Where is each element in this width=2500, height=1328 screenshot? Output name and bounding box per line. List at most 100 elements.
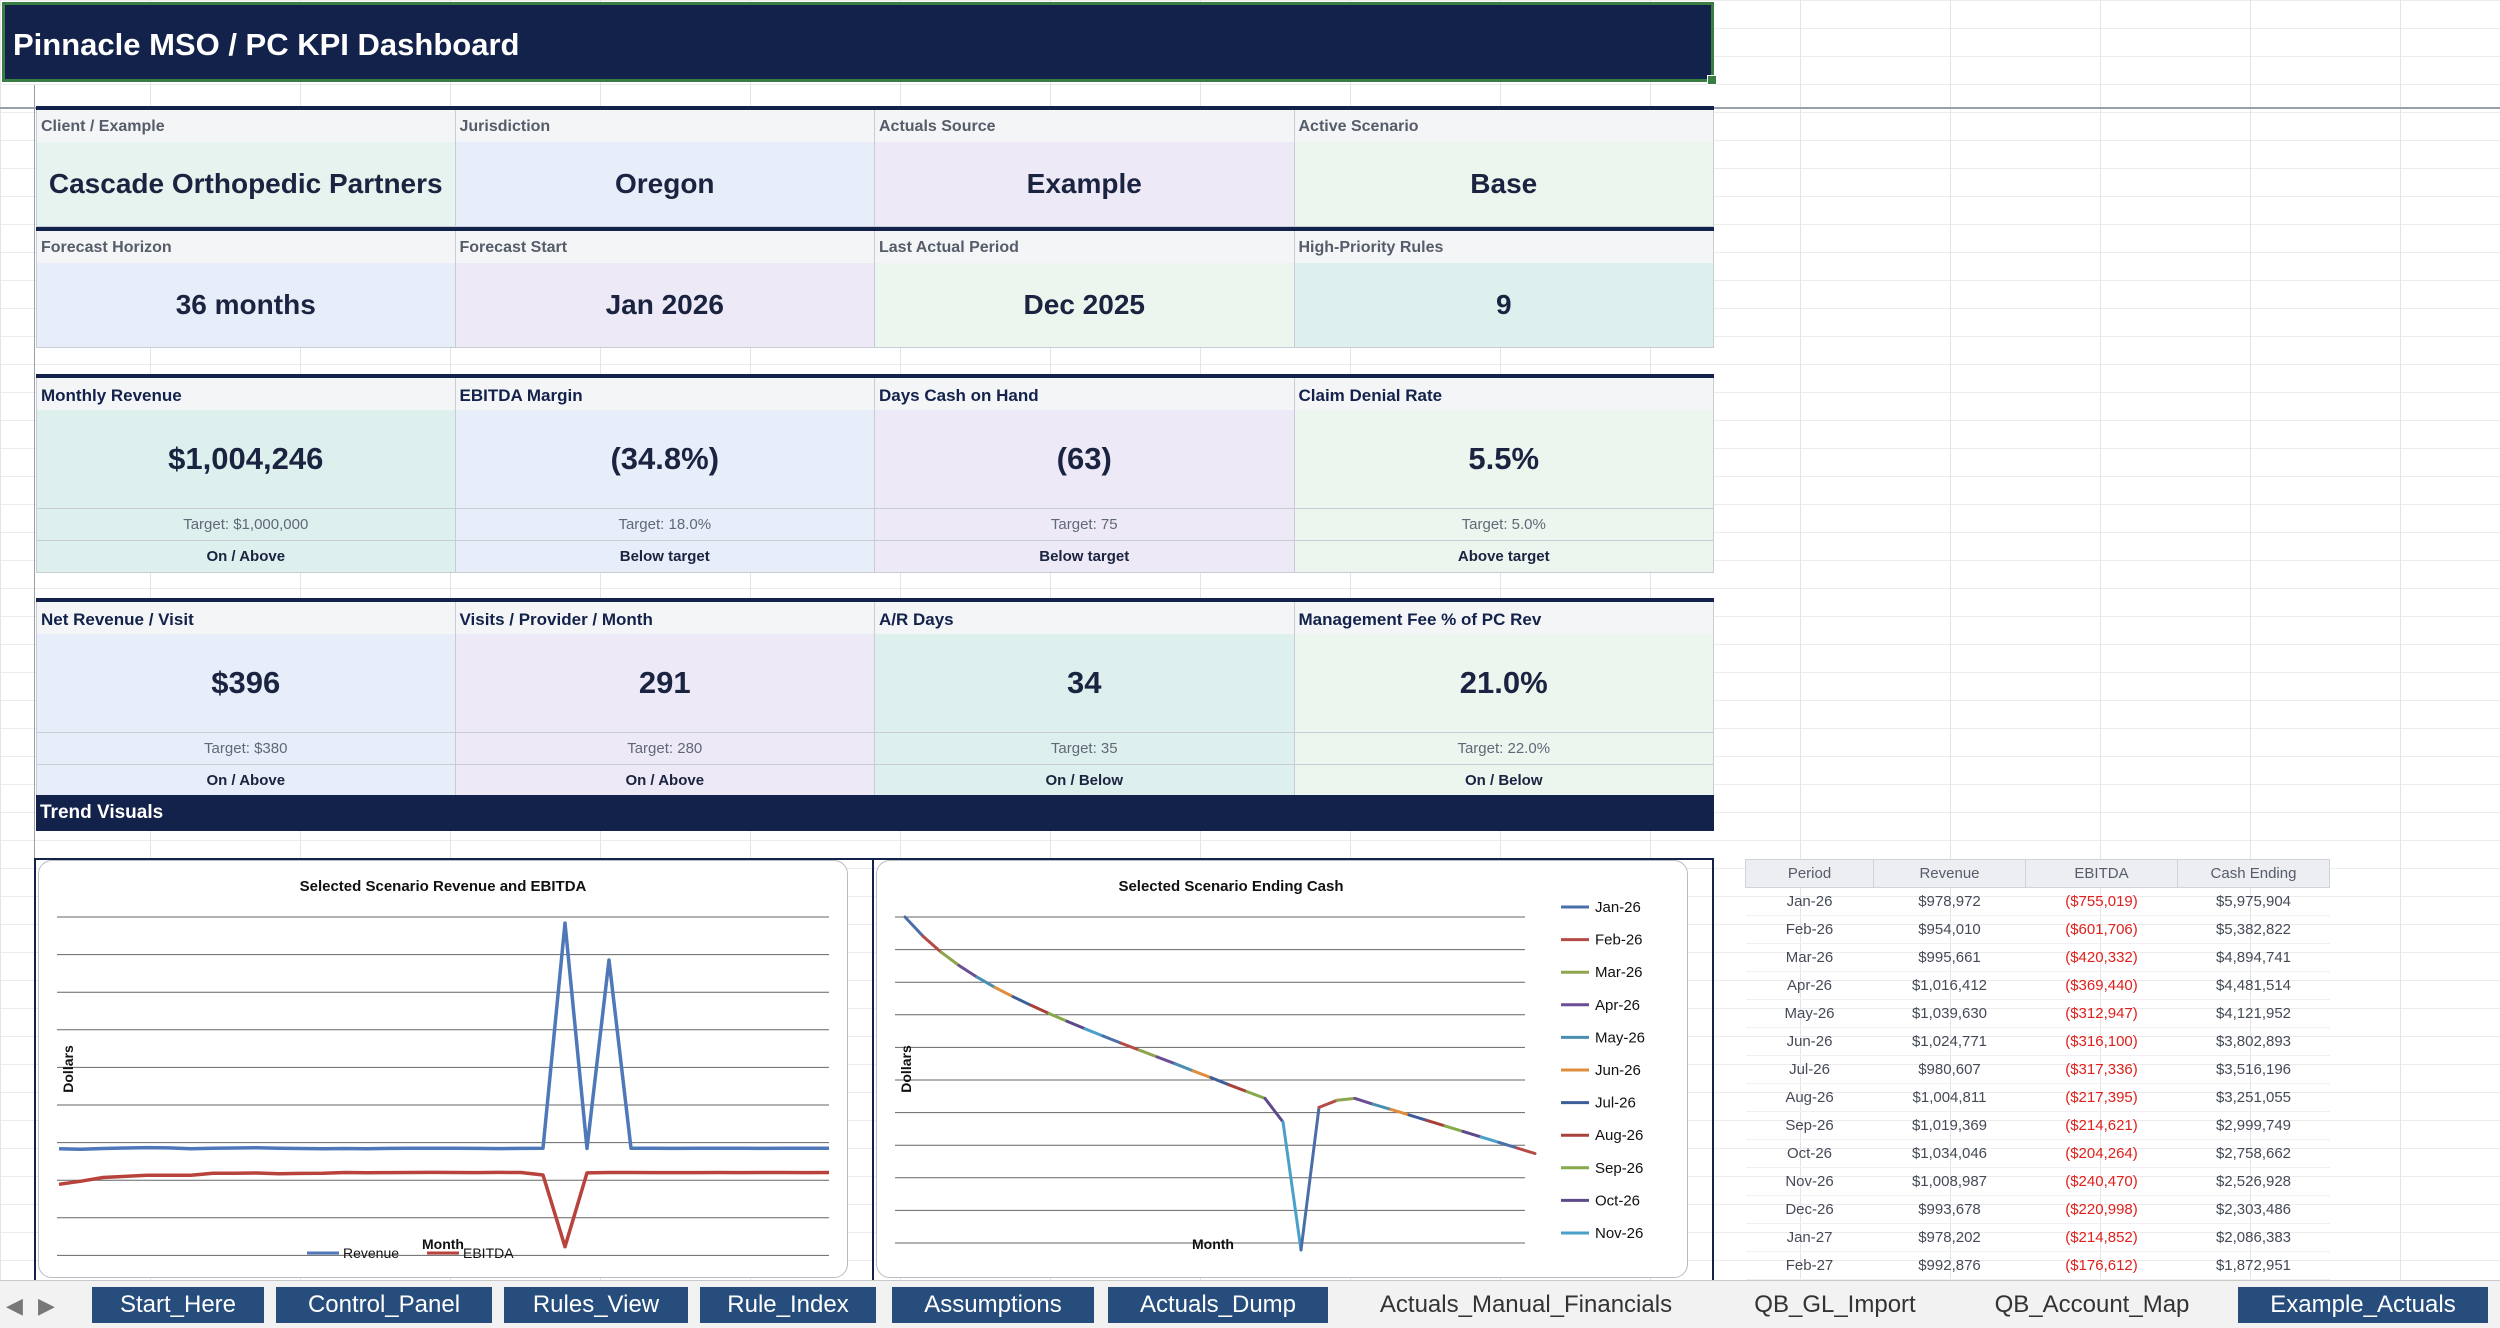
table-cell[interactable]: $4,894,741 xyxy=(2177,943,2330,972)
table-cell[interactable]: Jun-26 xyxy=(1745,1027,1874,1056)
info-card-active-scenario[interactable]: Active Scenario Base xyxy=(1294,110,1714,227)
table-cell[interactable]: May-26 xyxy=(1745,999,1874,1028)
sheet-tab-qb-account-map[interactable]: QB_Account_Map xyxy=(1994,1291,2190,1318)
table-cell[interactable]: ($601,706) xyxy=(2025,915,2178,944)
table-cell[interactable]: $980,607 xyxy=(1873,1055,2026,1084)
table-cell[interactable]: $1,872,951 xyxy=(2177,1251,2330,1280)
kpi-card-days-cash-on-hand[interactable]: Days Cash on Hand (63) Target: 75 Below tar… xyxy=(875,378,1295,573)
kpi-card-claim-denial-rate[interactable]: Claim Denial Rate 5.5% Target: 5.0% Above t… xyxy=(1294,378,1714,573)
legend-label-jul-26: Jul-26 xyxy=(1595,1095,1636,1112)
table-cell[interactable]: $954,010 xyxy=(1873,915,2026,944)
table-cell[interactable]: $995,661 xyxy=(1873,943,2026,972)
table-cell[interactable]: $1,008,987 xyxy=(1873,1167,2026,1196)
ending-cash-chart[interactable]: Selected Scenario Ending Cash Dollars Mont… xyxy=(876,860,1688,1278)
table-header-period[interactable]: Period xyxy=(1745,859,1874,888)
dashboard-title-cell[interactable]: Pinnacle MSO / PC KPI Dashboard xyxy=(2,2,1714,82)
table-cell[interactable]: Sep-26 xyxy=(1745,1111,1874,1140)
revenue-ebitda-chart[interactable]: Selected Scenario Revenue and EBITDA Doll… xyxy=(38,860,848,1278)
table-cell[interactable]: $1,019,369 xyxy=(1873,1111,2026,1140)
table-cell[interactable]: Mar-26 xyxy=(1745,943,1874,972)
table-cell[interactable]: ($176,612) xyxy=(2025,1251,2178,1280)
table-cell[interactable]: ($420,332) xyxy=(2025,943,2178,972)
info-card-high-priority-rules[interactable]: High-Priority Rules 9 xyxy=(1294,231,1714,348)
table-cell[interactable]: $3,516,196 xyxy=(2177,1055,2330,1084)
table-cell[interactable]: $1,004,811 xyxy=(1873,1083,2026,1112)
table-cell[interactable]: $3,251,055 xyxy=(2177,1083,2330,1112)
info-card-forecast-horizon[interactable]: Forecast Horizon 36 months xyxy=(36,231,456,348)
kpi-value: $1,004,246 xyxy=(37,410,455,508)
table-cell[interactable]: ($755,019) xyxy=(2025,887,2178,916)
sheet-tab-qb-gl-import[interactable]: QB_GL_Import xyxy=(1754,1291,1916,1318)
table-cell[interactable]: $2,526,928 xyxy=(2177,1167,2330,1196)
info-card-jurisdiction[interactable]: Jurisdiction Oregon xyxy=(455,110,875,227)
table-cell[interactable]: Jul-26 xyxy=(1745,1055,1874,1084)
table-cell[interactable]: ($220,998) xyxy=(2025,1195,2178,1224)
table-cell[interactable]: $4,121,952 xyxy=(2177,999,2330,1028)
chevron-left-icon[interactable]: ◀ xyxy=(6,1293,23,1318)
table-cell[interactable]: $2,758,662 xyxy=(2177,1139,2330,1168)
table-header-cash-ending[interactable]: Cash Ending xyxy=(2177,859,2330,888)
info-card-forecast-start[interactable]: Forecast Start Jan 2026 xyxy=(455,231,875,348)
selection-fill-handle[interactable] xyxy=(1707,75,1717,85)
table-cell[interactable]: $992,876 xyxy=(1873,1251,2026,1280)
info-card-actuals-source[interactable]: Actuals Source Example xyxy=(875,110,1295,227)
table-cell[interactable]: Oct-26 xyxy=(1745,1139,1874,1168)
table-cell[interactable]: $3,802,893 xyxy=(2177,1027,2330,1056)
table-cell[interactable]: $4,481,514 xyxy=(2177,971,2330,1000)
table-cell[interactable]: Apr-26 xyxy=(1745,971,1874,1000)
table-cell[interactable]: $5,382,822 xyxy=(2177,915,2330,944)
sheet-tab-control-panel[interactable]: Control_Panel xyxy=(276,1287,492,1323)
table-cell[interactable]: $1,016,412 xyxy=(1873,971,2026,1000)
kpi-card-monthly-revenue[interactable]: Monthly Revenue $1,004,246 Target: $1,000,… xyxy=(36,378,456,573)
table-cell[interactable]: ($204,264) xyxy=(2025,1139,2178,1168)
table-cell[interactable]: Dec-26 xyxy=(1745,1195,1874,1224)
table-cell[interactable]: ($214,852) xyxy=(2025,1223,2178,1252)
table-cell[interactable]: $5,975,904 xyxy=(2177,887,2330,916)
kpi-target: Target: $1,000,000 xyxy=(37,508,455,540)
kpi-card-management-fee-of-pc-rev[interactable]: Management Fee % of PC Rev 21.0% Target: 2… xyxy=(1294,602,1714,797)
table-cell[interactable]: ($240,470) xyxy=(2025,1167,2178,1196)
kpi-target: Target: 5.0% xyxy=(1294,508,1713,540)
table-cell[interactable]: $978,202 xyxy=(1873,1223,2026,1252)
chevron-right-icon[interactable]: ▶ xyxy=(38,1293,55,1318)
sheet-tab-assumptions[interactable]: Assumptions xyxy=(892,1287,1094,1323)
table-cell[interactable]: $2,086,383 xyxy=(2177,1223,2330,1252)
table-cell[interactable]: $2,303,486 xyxy=(2177,1195,2330,1224)
kpi-card-ebitda-margin[interactable]: EBITDA Margin (34.8%) Target: 18.0% Below t… xyxy=(455,378,875,573)
table-cell[interactable]: Jan-26 xyxy=(1745,887,1874,916)
table-cell[interactable]: $1,034,046 xyxy=(1873,1139,2026,1168)
table-cell[interactable]: $993,678 xyxy=(1873,1195,2026,1224)
table-cell[interactable]: Nov-26 xyxy=(1745,1167,1874,1196)
table-header-ebitda[interactable]: EBITDA xyxy=(2025,859,2178,888)
kpi-value: (63) xyxy=(875,410,1294,508)
sheet-tab-start-here[interactable]: Start_Here xyxy=(92,1287,264,1323)
info-card-value: Base xyxy=(1470,168,1538,199)
table-header-revenue[interactable]: Revenue xyxy=(1873,859,2026,888)
table-cell[interactable]: ($217,395) xyxy=(2025,1083,2178,1112)
table-cell[interactable]: ($317,336) xyxy=(2025,1055,2178,1084)
table-cell[interactable]: $1,039,630 xyxy=(1873,999,2026,1028)
table-cell[interactable]: Feb-26 xyxy=(1745,915,1874,944)
table-cell[interactable]: $978,972 xyxy=(1873,887,2026,916)
info-card-client-example[interactable]: Client / Example Cascade Orthopedic Partn… xyxy=(36,110,456,227)
table-cell[interactable]: Aug-26 xyxy=(1745,1083,1874,1112)
table-cell[interactable]: ($316,100) xyxy=(2025,1027,2178,1056)
table-cell[interactable]: ($369,440) xyxy=(2025,971,2178,1000)
kpi-value: $396 xyxy=(37,634,455,732)
table-cell[interactable]: ($214,621) xyxy=(2025,1111,2178,1140)
kpi-card-visits-provider-month[interactable]: Visits / Provider / Month 291 Target: 280 O… xyxy=(455,602,875,797)
sheet-tab-actuals-dump[interactable]: Actuals_Dump xyxy=(1108,1287,1328,1323)
table-cell[interactable]: Jan-27 xyxy=(1745,1223,1874,1252)
kpi-card-net-revenue-visit[interactable]: Net Revenue / Visit $396 Target: $380 On / … xyxy=(36,602,456,797)
info-card-last-actual-period[interactable]: Last Actual Period Dec 2025 xyxy=(875,231,1295,348)
table-cell[interactable]: Feb-27 xyxy=(1745,1251,1874,1280)
table-cell[interactable]: $2,999,749 xyxy=(2177,1111,2330,1140)
sheet-tab-actuals-manual-financials[interactable]: Actuals_Manual_Financials xyxy=(1379,1291,1673,1318)
sheet-tab-rule-index[interactable]: Rule_Index xyxy=(700,1287,876,1323)
sheet-tab-example-actuals[interactable]: Example_Actuals xyxy=(2238,1287,2488,1323)
sheet-tab-rules-view[interactable]: Rules_View xyxy=(504,1287,688,1323)
table-cell[interactable]: $1,024,771 xyxy=(1873,1027,2026,1056)
table-cell[interactable]: ($312,947) xyxy=(2025,999,2178,1028)
legend-label-mar-26: Mar-26 xyxy=(1595,964,1643,981)
kpi-card-a-r-days[interactable]: A/R Days 34 Target: 35 On / Below xyxy=(875,602,1295,797)
